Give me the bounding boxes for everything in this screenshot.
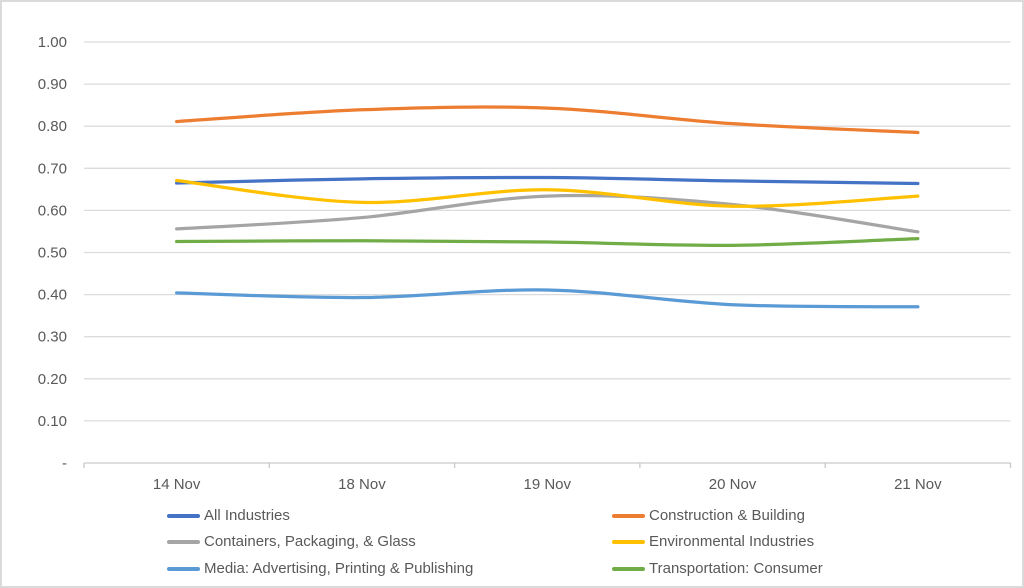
y-axis-label: 0.90 [38, 76, 67, 93]
y-axis-label: 0.50 [38, 245, 67, 262]
y-axis-label: 0.60 [38, 202, 67, 219]
y-axis-label: - [62, 455, 67, 472]
series-line-transportation-consumer [175, 236, 920, 248]
x-axis-label: 18 Nov [338, 476, 386, 493]
series-line-environmental-industries [175, 178, 920, 208]
x-axis-label: 19 Nov [523, 476, 571, 493]
y-axis-label: 0.80 [38, 118, 67, 135]
y-axis-label: 1.00 [38, 34, 67, 51]
y-axis-label: 0.70 [38, 160, 67, 177]
y-axis-label: 0.20 [38, 371, 67, 388]
y-axis-label: 0.30 [38, 329, 67, 346]
series-line-all-industries [175, 175, 920, 186]
series-line-containers-packaging-glass [175, 193, 920, 234]
y-axis-label: 0.10 [38, 413, 67, 430]
x-axis-label: 14 Nov [153, 476, 201, 493]
series-line-construction-building [175, 105, 920, 135]
series-line-media-advertising-printing-publishing [175, 288, 920, 309]
y-axis-label: 0.40 [38, 287, 67, 304]
x-axis-label: 21 Nov [894, 476, 942, 493]
x-axis-label: 20 Nov [709, 476, 757, 493]
